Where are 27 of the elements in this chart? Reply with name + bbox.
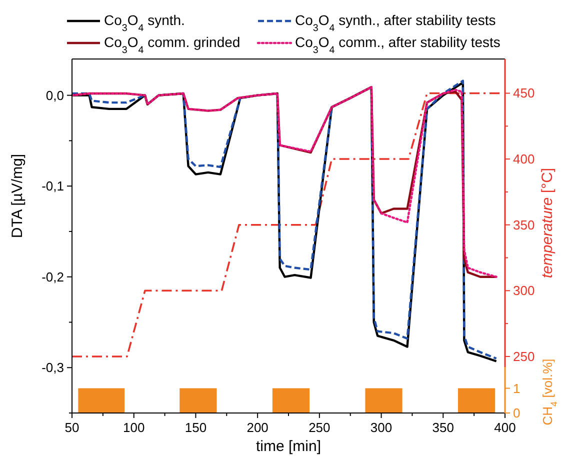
y3-tick-label: 1 bbox=[513, 380, 520, 396]
legend-label: Co$_{3}$O$_{4}$ synth. bbox=[104, 12, 185, 34]
y2-tick-label: 350 bbox=[513, 217, 535, 232]
y2-axis-title: temperature [°C] bbox=[539, 168, 556, 278]
legend-label: Co$_{3}$O$_{4}$ synth., after stability tests bbox=[295, 12, 496, 34]
y3-tick-label: 0 bbox=[513, 406, 520, 420]
y-tick-label: -0,3 bbox=[42, 360, 64, 376]
line-series bbox=[70, 86, 498, 278]
y-tick-label: -0,1 bbox=[42, 178, 64, 194]
x-tick-label: 300 bbox=[370, 420, 392, 435]
x-tick-label: 200 bbox=[246, 420, 268, 435]
y-axis-title: DTA [µV/mg] bbox=[9, 154, 26, 238]
y-tick-label: 0,0 bbox=[46, 88, 64, 103]
y2-tick-label: 300 bbox=[513, 283, 535, 298]
x-axis-title: time [min] bbox=[256, 438, 322, 455]
x-tick-label: 150 bbox=[184, 420, 207, 435]
x-tick-label: 50 bbox=[64, 420, 80, 435]
x-tick-label: 100 bbox=[123, 420, 145, 435]
y2-tick-label: 400 bbox=[513, 152, 535, 167]
x-tick-label: 350 bbox=[432, 420, 454, 435]
y2-tick-label: 250 bbox=[513, 348, 535, 364]
x-tick-label: 250 bbox=[308, 420, 330, 435]
y-tick-label: -0,2 bbox=[42, 269, 64, 284]
legend-label: Co$_{3}$O$_{4}$ comm. grinded bbox=[104, 34, 240, 56]
x-tick-label: 400 bbox=[494, 420, 516, 435]
legend-label: Co$_{3}$O$_{4}$ comm., after stability tests bbox=[295, 34, 500, 56]
y2-tick-label: 450 bbox=[513, 86, 535, 101]
